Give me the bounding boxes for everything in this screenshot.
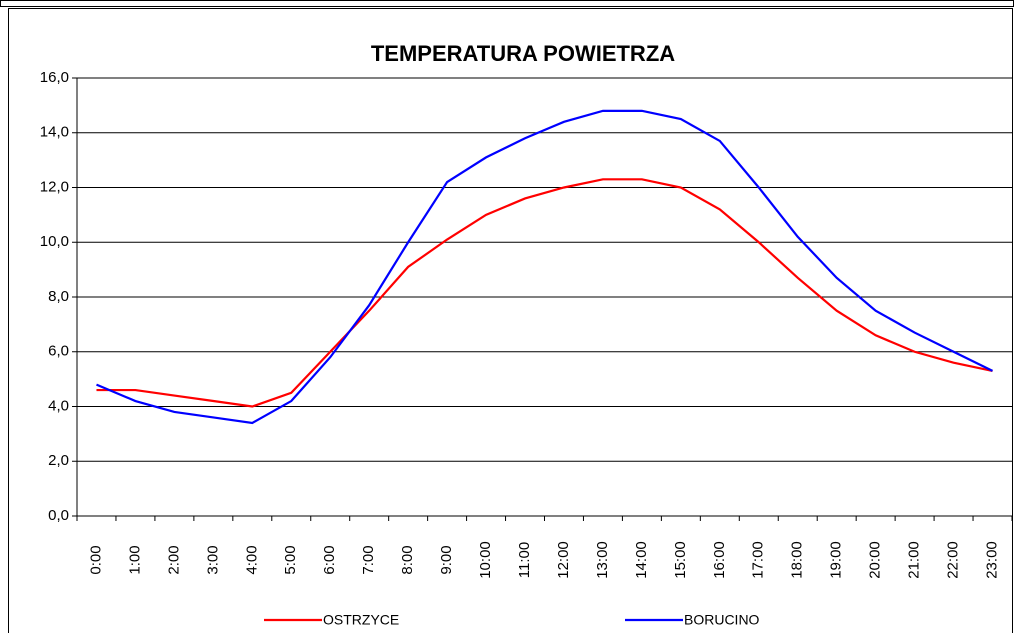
x-tick-label: 14:00 (633, 541, 650, 579)
x-tick-label: 0:00 (87, 545, 104, 574)
x-tick-label: 18:00 (789, 541, 806, 579)
x-tick-label: 2:00 (165, 545, 182, 574)
x-tick-label: 9:00 (438, 545, 455, 574)
x-tick-label: 22:00 (945, 541, 962, 579)
y-tick-label: 6,0 (48, 343, 69, 360)
x-tick-label: 21:00 (906, 541, 923, 579)
x-tick-label: 7:00 (360, 545, 377, 574)
y-tick-label: 16,0 (40, 69, 69, 86)
x-tick-label: 4:00 (243, 545, 260, 574)
x-tick-label: 10:00 (477, 541, 494, 579)
y-tick-label: 14,0 (40, 124, 69, 141)
x-tick-label: 12:00 (555, 541, 572, 579)
x-tick-label: 5:00 (282, 545, 299, 574)
y-tick-label: 2,0 (48, 452, 69, 469)
x-tick-label: 16:00 (711, 541, 728, 579)
x-tick-label: 6:00 (321, 545, 338, 574)
legend-label: OSTRZYCE (323, 612, 399, 628)
y-tick-label: 10,0 (40, 233, 69, 250)
x-tick-label: 8:00 (399, 545, 416, 574)
x-tick-label: 23:00 (983, 541, 1000, 579)
series-line (96, 109, 994, 425)
x-tick-label: 1:00 (126, 545, 143, 574)
y-tick-label: 0,0 (48, 507, 69, 524)
x-tick-label: 19:00 (828, 541, 845, 579)
x-tick-label: 3:00 (204, 545, 221, 574)
top-strip (0, 0, 1014, 7)
y-tick-label: 8,0 (48, 288, 69, 305)
chart-frame (8, 8, 1013, 633)
y-tick-label: 12,0 (40, 178, 69, 195)
x-tick-label: 17:00 (750, 541, 767, 579)
legend-label: BORUCINO (684, 612, 760, 628)
y-tick-label: 4,0 (48, 397, 69, 414)
x-tick-label: 20:00 (867, 541, 884, 579)
x-tick-label: 15:00 (672, 541, 689, 579)
chart-title: TEMPERATURA POWIETRZA (371, 41, 675, 66)
series-line (96, 178, 993, 408)
x-tick-label: 11:00 (516, 542, 533, 578)
x-tick-label: 13:00 (594, 541, 611, 579)
